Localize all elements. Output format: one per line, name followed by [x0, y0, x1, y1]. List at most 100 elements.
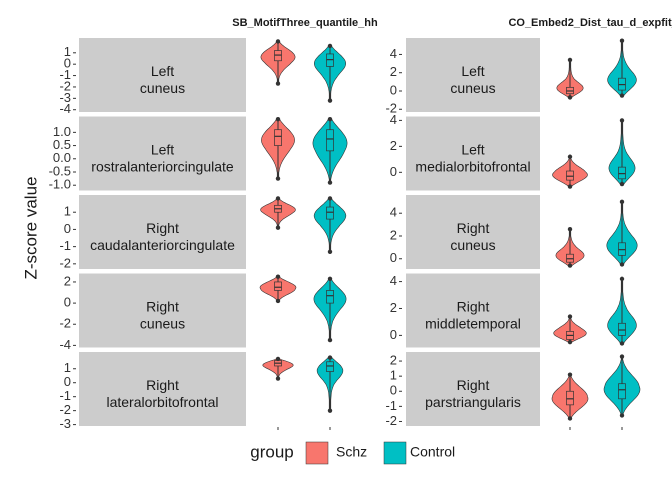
y-tick-label: -1 — [385, 398, 397, 413]
strip-label: Right — [146, 299, 179, 315]
facet-strip — [79, 352, 246, 426]
facet-title: SB_MotifThree_quantile_hh — [232, 17, 378, 29]
y-tick-label: 0 — [390, 383, 397, 398]
strip-label: Left — [461, 142, 484, 158]
box — [274, 281, 282, 291]
facet-strip — [406, 38, 540, 112]
strip-label: middletemporal — [425, 316, 521, 332]
y-tick-label: 1 — [64, 44, 71, 59]
y-tick-label: -0.5 — [49, 163, 71, 178]
legend-swatch — [305, 441, 329, 465]
y-tick-label: -1 — [59, 388, 71, 403]
extreme-point — [619, 93, 625, 98]
facet-strip — [406, 116, 540, 191]
strip-label: Right — [457, 377, 490, 393]
y-tick-label: 2 — [390, 138, 397, 153]
strip-label: Right — [457, 220, 490, 236]
facet-strip — [79, 38, 246, 112]
facet-strip — [406, 352, 540, 426]
facet-strip — [406, 195, 540, 269]
extreme-point — [619, 341, 625, 346]
y-tick-label: 1 — [390, 368, 397, 383]
y-tick-label: 4 — [390, 205, 397, 220]
box — [618, 322, 626, 336]
y-tick-label: 0 — [64, 295, 71, 310]
y-axis-label: Z-score value — [21, 177, 40, 280]
y-tick-label: 2 — [64, 273, 71, 288]
strip-label: cuneus — [140, 316, 185, 332]
y-tick-label: 4 — [390, 46, 397, 61]
box — [326, 129, 334, 152]
extreme-point — [327, 98, 333, 103]
strip-label: Right — [457, 299, 490, 315]
extreme-point — [275, 196, 281, 201]
strip-label: medialorbitofrontal — [415, 159, 530, 175]
box — [274, 129, 282, 146]
extreme-point — [275, 116, 281, 122]
extreme-point — [619, 354, 625, 359]
y-tick-label: 0 — [64, 56, 71, 71]
box — [618, 383, 626, 400]
y-tick-label: -2 — [59, 402, 71, 417]
box — [566, 170, 574, 181]
y-tick-label: 0 — [64, 374, 71, 389]
y-tick-label: 4 — [390, 273, 397, 288]
y-tick-label: -2 — [59, 78, 71, 93]
y-tick-label: -1 — [59, 67, 71, 82]
extreme-point — [327, 355, 333, 360]
y-tick-label: 0 — [390, 82, 397, 97]
extreme-point — [619, 38, 625, 43]
strip-label: Right — [146, 377, 179, 393]
extreme-point — [619, 118, 625, 123]
facet-strip — [406, 273, 540, 348]
extreme-point — [567, 154, 573, 159]
extreme-point — [567, 314, 573, 319]
y-tick-label: 2 — [390, 227, 397, 242]
box — [566, 390, 574, 406]
extreme-point — [275, 376, 281, 381]
y-tick-label: -4 — [59, 337, 71, 352]
extreme-point — [275, 225, 281, 230]
extreme-point — [327, 408, 333, 413]
legend-swatch — [383, 441, 407, 465]
extreme-point — [327, 196, 333, 201]
facet-strip — [79, 195, 246, 269]
strip-label: Right — [146, 220, 179, 236]
strip-label: cuneus — [140, 80, 185, 96]
extreme-point — [567, 339, 573, 345]
y-tick-label: 2 — [390, 64, 397, 79]
box — [618, 166, 626, 180]
extreme-point — [567, 416, 573, 421]
box — [326, 206, 334, 220]
strip-label: parstriangularis — [425, 394, 521, 410]
strip-label: cuneus — [450, 237, 495, 253]
facet-strip — [79, 273, 246, 348]
extreme-point — [567, 372, 573, 377]
extreme-point — [327, 337, 333, 343]
box — [326, 361, 334, 372]
extreme-point — [327, 116, 333, 122]
legend-label: Schz — [336, 444, 367, 460]
extreme-point — [619, 181, 625, 187]
strip-label: caudalanteriorcingulate — [90, 237, 235, 253]
y-tick-label: -2 — [385, 101, 397, 116]
facet-strip — [79, 116, 246, 191]
y-tick-label: -2 — [59, 255, 71, 270]
legend-label: Control — [410, 444, 455, 460]
extreme-point — [619, 199, 625, 205]
strip-label: Left — [151, 63, 174, 79]
extreme-point — [327, 180, 333, 185]
y-tick-label: -3 — [59, 416, 71, 431]
y-tick-label: -2 — [59, 316, 71, 331]
y-tick-label: 2 — [390, 300, 397, 315]
y-tick-label: 0 — [390, 327, 397, 342]
box — [326, 290, 334, 304]
extreme-point — [567, 263, 573, 268]
extreme-point — [275, 356, 281, 362]
strip-label: lateralorbitofrontal — [106, 394, 218, 410]
extreme-point — [275, 39, 281, 44]
extreme-point — [275, 81, 281, 86]
y-tick-label: 1 — [64, 360, 71, 375]
extreme-point — [567, 95, 573, 100]
